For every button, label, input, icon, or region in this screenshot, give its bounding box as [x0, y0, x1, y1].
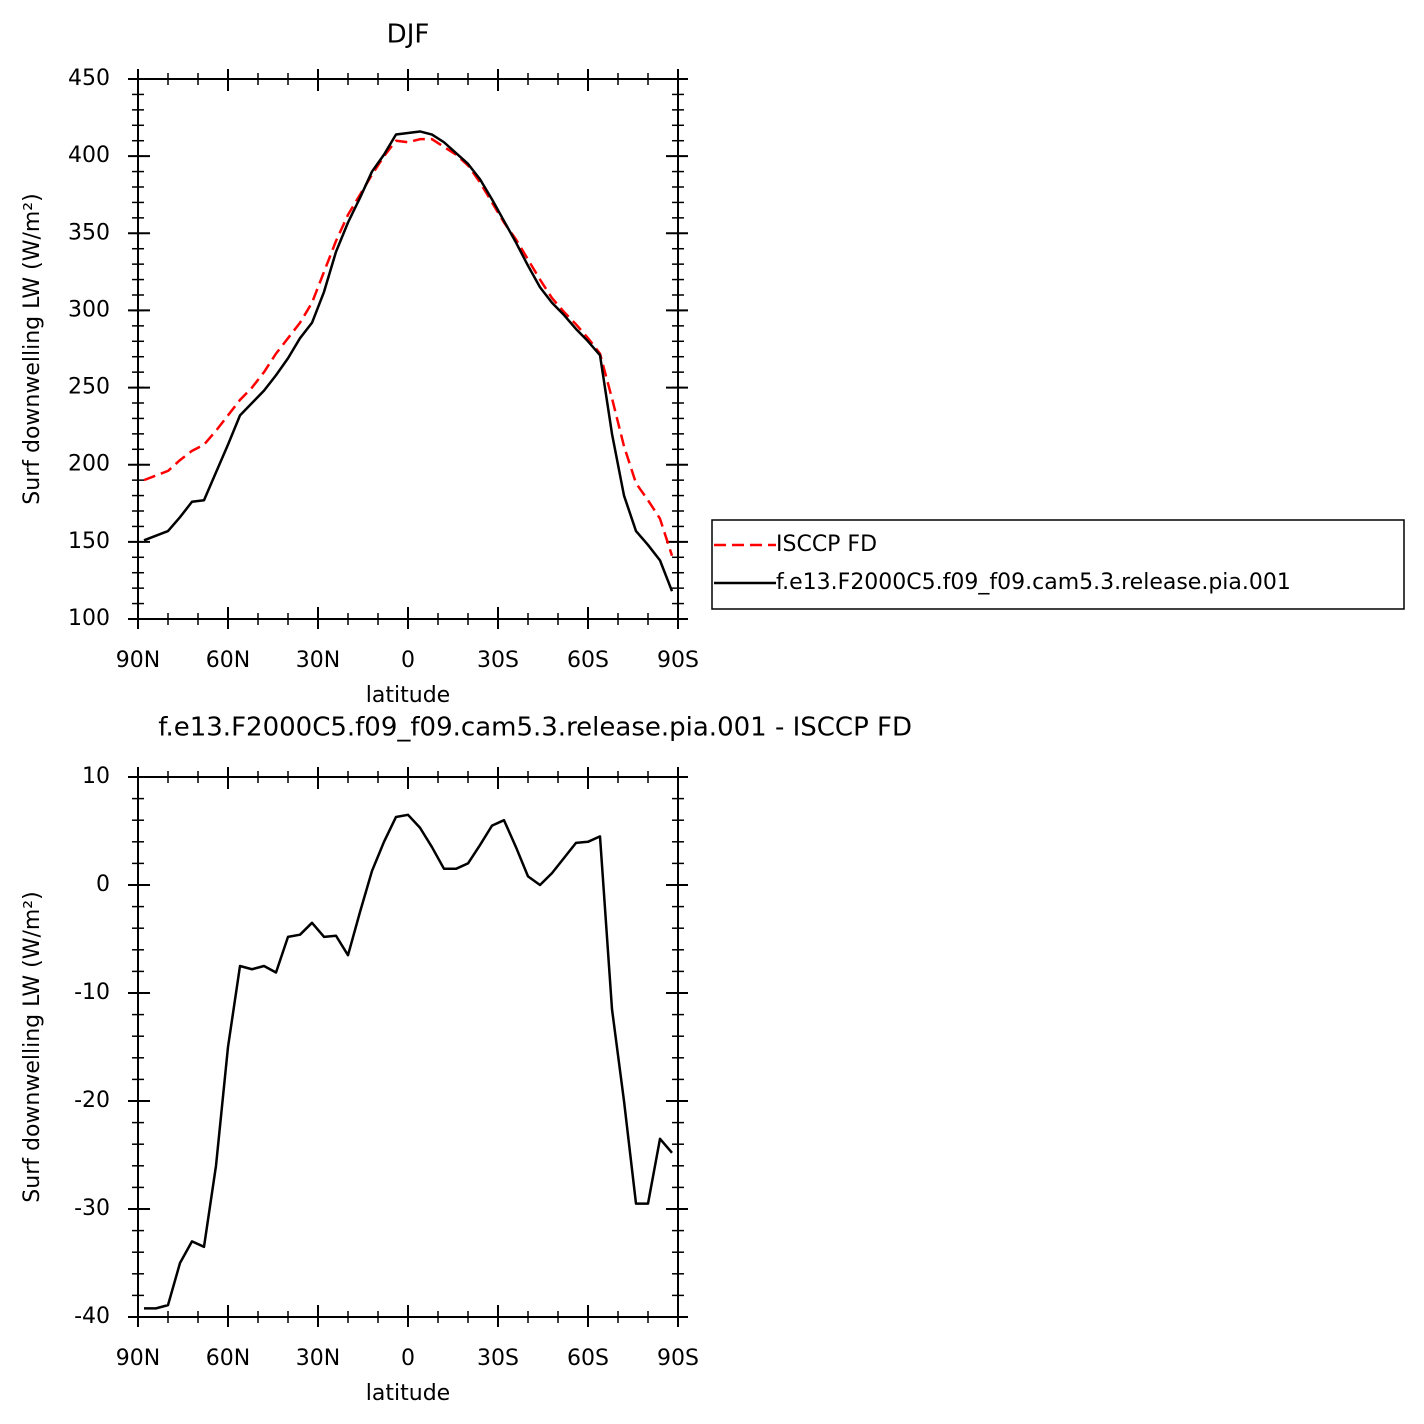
x-tick-label: 30N	[296, 1346, 340, 1371]
x-tick-label: 60N	[206, 1346, 250, 1371]
y-tick-label: 350	[68, 220, 110, 245]
x-tick-label: 0	[401, 1346, 415, 1371]
x-tick-label: 30S	[477, 1346, 519, 1371]
y-tick-label: -40	[74, 1304, 110, 1329]
x-tick-label: 90N	[116, 648, 160, 673]
legend-label: f.e13.F2000C5.f09_f09.cam5.3.release.pia…	[776, 570, 1291, 595]
y-tick-label: 150	[68, 529, 110, 554]
chart-title: f.e13.F2000C5.f09_f09.cam5.3.release.pia…	[158, 713, 912, 743]
y-tick-label: -10	[74, 980, 110, 1005]
data-line	[143, 130, 674, 592]
x-tick-label: 60N	[206, 648, 250, 673]
y-tick-label: 0	[96, 872, 110, 897]
legend-label: ISCCP FD	[776, 532, 877, 557]
x-tick-label: 60S	[567, 1346, 609, 1371]
x-tick-label: 60S	[567, 648, 609, 673]
x-tick-label: 90N	[116, 1346, 160, 1371]
y-tick-label: 100	[68, 606, 110, 631]
x-tick-label: 30S	[477, 648, 519, 673]
y-tick-label: 200	[68, 452, 110, 477]
data-line	[143, 137, 674, 557]
data-line	[144, 813, 673, 1310]
y-tick-label: 450	[68, 66, 110, 91]
x-axis-label: latitude	[366, 1381, 450, 1406]
y-tick-label: -30	[74, 1196, 110, 1221]
y-tick-label: 10	[82, 764, 110, 789]
x-tick-label: 90S	[657, 648, 699, 673]
y-tick-label: 300	[68, 297, 110, 322]
y-tick-label: 400	[68, 143, 110, 168]
x-tick-label: 90S	[657, 1346, 699, 1371]
y-tick-label: -20	[74, 1088, 110, 1113]
legend-box	[711, 519, 1405, 610]
y-tick-label: 250	[68, 375, 110, 400]
x-axis-label: latitude	[366, 683, 450, 708]
y-axis-label: Surf downwelling LW (W/m²)	[20, 891, 45, 1202]
x-tick-label: 30N	[296, 648, 340, 673]
plot-frame	[137, 776, 679, 1318]
x-tick-label: 0	[401, 648, 415, 673]
y-axis-label: Surf downwelling LW (W/m²)	[20, 193, 45, 504]
chart-title: DJF	[387, 20, 430, 50]
plot-frame	[137, 78, 679, 620]
